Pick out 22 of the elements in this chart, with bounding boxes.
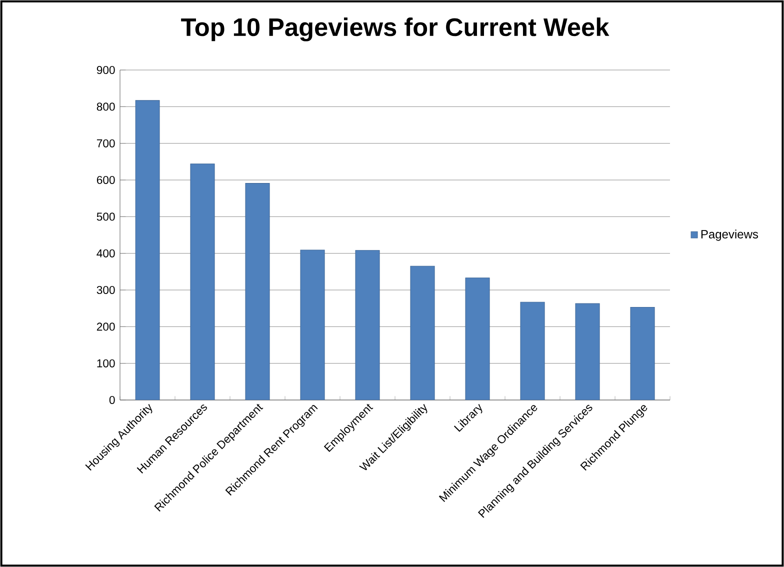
bar (135, 100, 160, 400)
y-tick-label: 800 (96, 102, 115, 111)
bar (630, 306, 655, 400)
bar (300, 250, 325, 400)
y-tick-label: 400 (96, 249, 115, 258)
bar (245, 183, 270, 400)
legend-label: Pageviews (701, 230, 758, 241)
bar (355, 250, 380, 400)
y-tick-label: 100 (97, 359, 115, 368)
bar (410, 266, 435, 400)
y-tick-label: 700 (96, 139, 115, 148)
y-tick-label: 500 (96, 212, 115, 221)
y-tick-label: 600 (96, 176, 115, 184)
chart-title: Top 10 Pageviews for Current Week (181, 18, 610, 42)
bar (465, 278, 490, 400)
y-tick-label: 300 (96, 286, 115, 294)
y-tick-label: 200 (96, 322, 115, 331)
y-tick-label: 900 (96, 66, 115, 74)
bar (520, 302, 545, 400)
bar (190, 164, 215, 400)
bar (575, 303, 600, 400)
y-tick-label: 0 (109, 396, 115, 404)
